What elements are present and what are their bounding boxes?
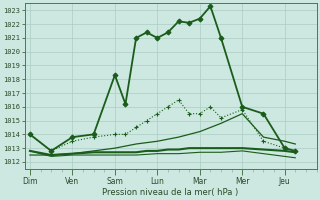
X-axis label: Pression niveau de la mer( hPa ): Pression niveau de la mer( hPa )	[102, 188, 239, 197]
